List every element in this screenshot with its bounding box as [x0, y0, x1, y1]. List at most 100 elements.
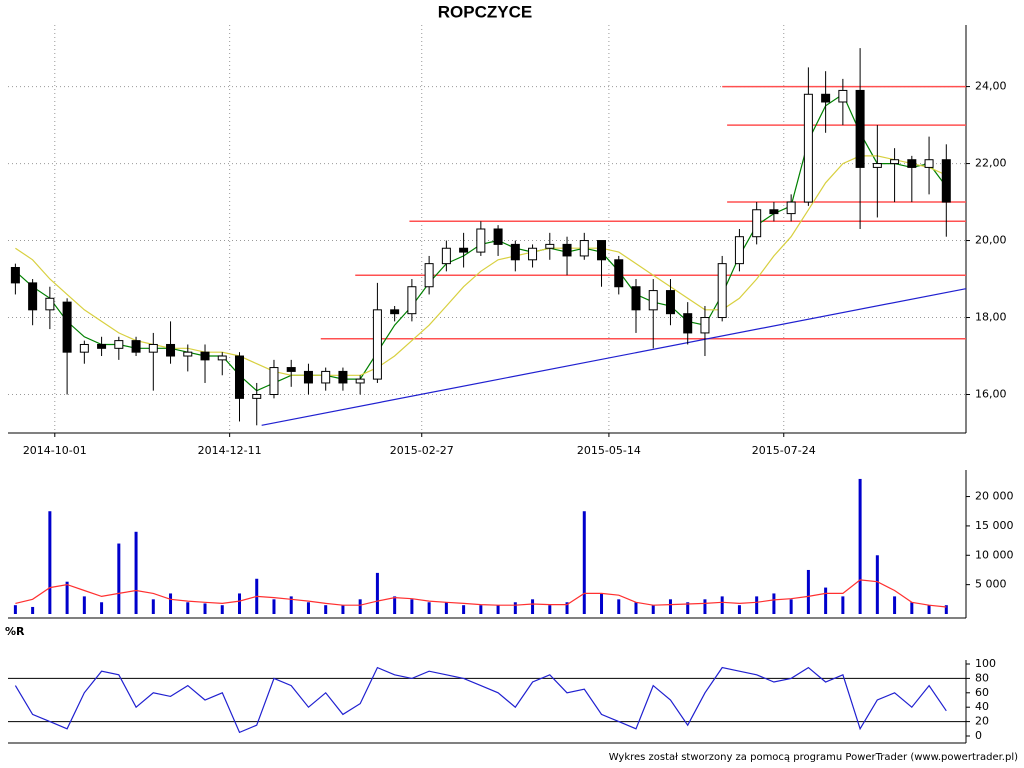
volume-bar	[306, 602, 310, 614]
candle-body	[631, 286, 641, 311]
volume-bar	[944, 605, 948, 614]
candle-body	[407, 286, 417, 315]
volume-bar	[513, 602, 517, 614]
volume-bar	[186, 602, 190, 614]
y-tick-label: 20	[975, 715, 989, 728]
candle-body	[114, 340, 124, 349]
candle-body	[338, 370, 348, 384]
candle-body	[28, 282, 38, 311]
candle-body	[200, 351, 210, 361]
volume-bar	[651, 605, 655, 614]
candle-body	[286, 367, 296, 372]
volume-bar	[841, 596, 845, 614]
candle-body	[476, 228, 486, 253]
candle-body	[303, 370, 313, 384]
candle-body	[838, 89, 848, 103]
volume-bar	[117, 543, 121, 614]
volume-bar	[100, 602, 104, 614]
volume-bar	[875, 555, 879, 614]
panel-title: %R	[5, 625, 25, 638]
x-tick-label: 2014-12-11	[198, 444, 262, 457]
candle-body	[803, 93, 813, 203]
candle-body	[166, 343, 176, 357]
volume-bar	[824, 587, 828, 614]
y-tick-label: 40	[975, 700, 989, 713]
candle-body	[148, 343, 158, 353]
volume-bar	[13, 605, 17, 614]
volume-bar	[600, 593, 604, 614]
y-tick-label: 80	[975, 671, 989, 684]
candle-body	[183, 351, 193, 357]
candle-body	[528, 247, 538, 261]
y-tick-label: 20,00	[975, 234, 1007, 247]
candle-body	[372, 309, 382, 380]
volume-bar	[565, 602, 569, 614]
x-tick-label: 2015-02-27	[390, 444, 454, 457]
volume-bar	[341, 605, 345, 614]
candle-body	[459, 247, 469, 253]
y-tick-label: 22,00	[975, 157, 1007, 170]
candle-body	[355, 378, 365, 384]
y-tick-label: 10 000	[975, 548, 1014, 561]
candle-body	[217, 355, 227, 361]
candle-body	[700, 317, 710, 334]
williams-r-line	[14, 666, 947, 734]
candle-body	[493, 228, 503, 245]
volume-bar	[893, 596, 897, 614]
volume-bar	[427, 602, 431, 614]
candle-body	[441, 247, 451, 265]
volume-bar	[169, 593, 173, 614]
candle-body	[131, 340, 141, 353]
candle-body	[717, 263, 727, 319]
candle-body	[752, 209, 762, 238]
candle-body	[648, 290, 658, 311]
y-tick-label: 24,00	[975, 80, 1007, 93]
candle-body	[269, 367, 279, 396]
volume-bar	[65, 581, 69, 614]
candle-body	[510, 243, 520, 261]
volume-bar	[910, 602, 914, 614]
candle-body	[390, 309, 400, 315]
candle-body	[614, 259, 624, 288]
volume-bar	[375, 572, 379, 614]
x-tick-label: 2015-05-14	[577, 444, 641, 457]
chart-title: ROPCZYCE	[438, 2, 532, 21]
volume-bar	[358, 599, 362, 614]
volume-bar	[48, 511, 52, 614]
candle-body	[321, 370, 331, 384]
candle-body	[597, 240, 607, 261]
y-tick-label: 60	[975, 686, 989, 699]
volume-bar	[444, 602, 448, 614]
x-tick-label: 2014-10-01	[23, 444, 87, 457]
volume-bar	[755, 596, 759, 614]
volume-bar	[289, 596, 293, 614]
volume-bar	[772, 593, 776, 614]
candle-body	[890, 159, 900, 165]
x-tick-label: 2015-07-24	[752, 444, 816, 457]
candle-body	[252, 394, 262, 399]
candle-body	[424, 263, 434, 288]
volume-bar	[634, 602, 638, 614]
candle-body	[769, 209, 779, 215]
volume-bar	[720, 596, 724, 614]
volume-average	[15, 579, 947, 608]
volume-bar	[324, 605, 328, 614]
candle-body	[907, 159, 917, 168]
volume-bar	[393, 596, 397, 614]
candle-body	[45, 297, 55, 311]
y-tick-label: 0	[975, 729, 982, 742]
volume-bar	[806, 569, 810, 614]
volume-bar	[531, 599, 535, 614]
y-tick-label: 18,00	[975, 311, 1007, 324]
candle-body	[545, 243, 555, 249]
candle-body	[79, 343, 89, 353]
candle-body	[855, 89, 865, 168]
candle-body	[579, 240, 589, 257]
volume-bar	[151, 599, 155, 614]
volume-bar	[858, 478, 862, 614]
y-tick-label: 15 000	[975, 519, 1014, 532]
y-tick-label: 5 000	[975, 578, 1007, 591]
volume-bar	[789, 599, 793, 614]
volume-bar	[548, 605, 552, 614]
